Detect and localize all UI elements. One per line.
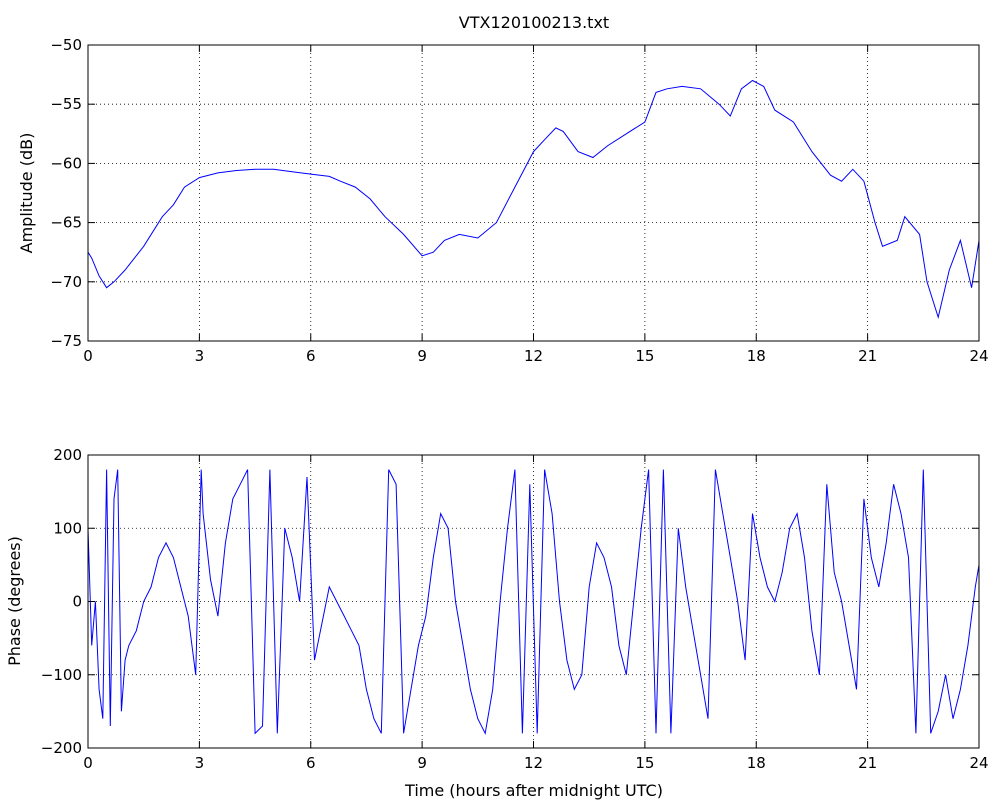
amplitude-y-tick-label: −50 — [50, 36, 82, 54]
amplitude-y-tick-label: −75 — [50, 332, 82, 350]
phase-x-tick-label: 12 — [524, 754, 543, 772]
amplitude-x-tick-label: 12 — [524, 347, 543, 365]
phase-y-tick-label: −200 — [41, 739, 82, 757]
phase-x-tick-label: 18 — [747, 754, 766, 772]
phase-y-axis-label: Phase (degrees) — [5, 536, 24, 666]
amplitude-x-tick-label: 21 — [858, 347, 877, 365]
amplitude-x-tick-label: 15 — [635, 347, 654, 365]
phase-x-tick-label: 24 — [969, 754, 988, 772]
amplitude-x-tick-label: 6 — [306, 347, 316, 365]
phase-y-tick-label: −100 — [41, 666, 82, 684]
phase-x-tick-label: 15 — [635, 754, 654, 772]
phase-panel: 0 3 6 9 12 15 18 21 24 200 100 0 −100 −200 Phase (deg… — [5, 446, 989, 800]
amplitude-x-tick-label: 3 — [195, 347, 205, 365]
phase-x-tick-label: 0 — [83, 754, 93, 772]
amplitude-x-tick-label: 24 — [969, 347, 988, 365]
amplitude-y-axis-label: Amplitude (dB) — [17, 133, 36, 254]
amplitude-y-tick-label: −70 — [50, 273, 82, 291]
phase-x-tick-label: 3 — [195, 754, 205, 772]
phase-y-tick-label: 100 — [53, 519, 82, 537]
phase-x-tick-label: 21 — [858, 754, 877, 772]
amplitude-grid — [88, 45, 979, 341]
phase-y-tick-label: 200 — [53, 446, 82, 464]
phase-grid — [88, 455, 979, 748]
amplitude-y-tick-label: −65 — [50, 214, 82, 232]
amplitude-y-tick-label: −55 — [50, 95, 82, 113]
amplitude-y-tick-label: −60 — [50, 154, 82, 172]
phase-x-axis-label: Time (hours after midnight UTC) — [404, 781, 663, 800]
phase-series-line — [87, 469, 980, 735]
phase-y-tick-label: 0 — [72, 593, 82, 611]
amplitude-panel: VTX120100213.txt 0 3 6 9 12 15 18 21 24 −50 −55 −60… — [17, 13, 989, 365]
phase-x-tick-label: 9 — [417, 754, 427, 772]
phase-ticks: 0 3 6 9 12 15 18 21 24 200 100 0 −100 −200 — [41, 446, 989, 772]
amplitude-title: VTX120100213.txt — [459, 13, 609, 32]
amplitude-series-line — [87, 79, 980, 320]
amplitude-x-tick-label: 18 — [747, 347, 766, 365]
amplitude-x-tick-label: 0 — [83, 347, 93, 365]
phase-x-tick-label: 6 — [306, 754, 316, 772]
amplitude-ticks: 0 3 6 9 12 15 18 21 24 −50 −55 −60 −65 −70 −75 — [50, 36, 988, 365]
amplitude-x-tick-label: 9 — [417, 347, 427, 365]
